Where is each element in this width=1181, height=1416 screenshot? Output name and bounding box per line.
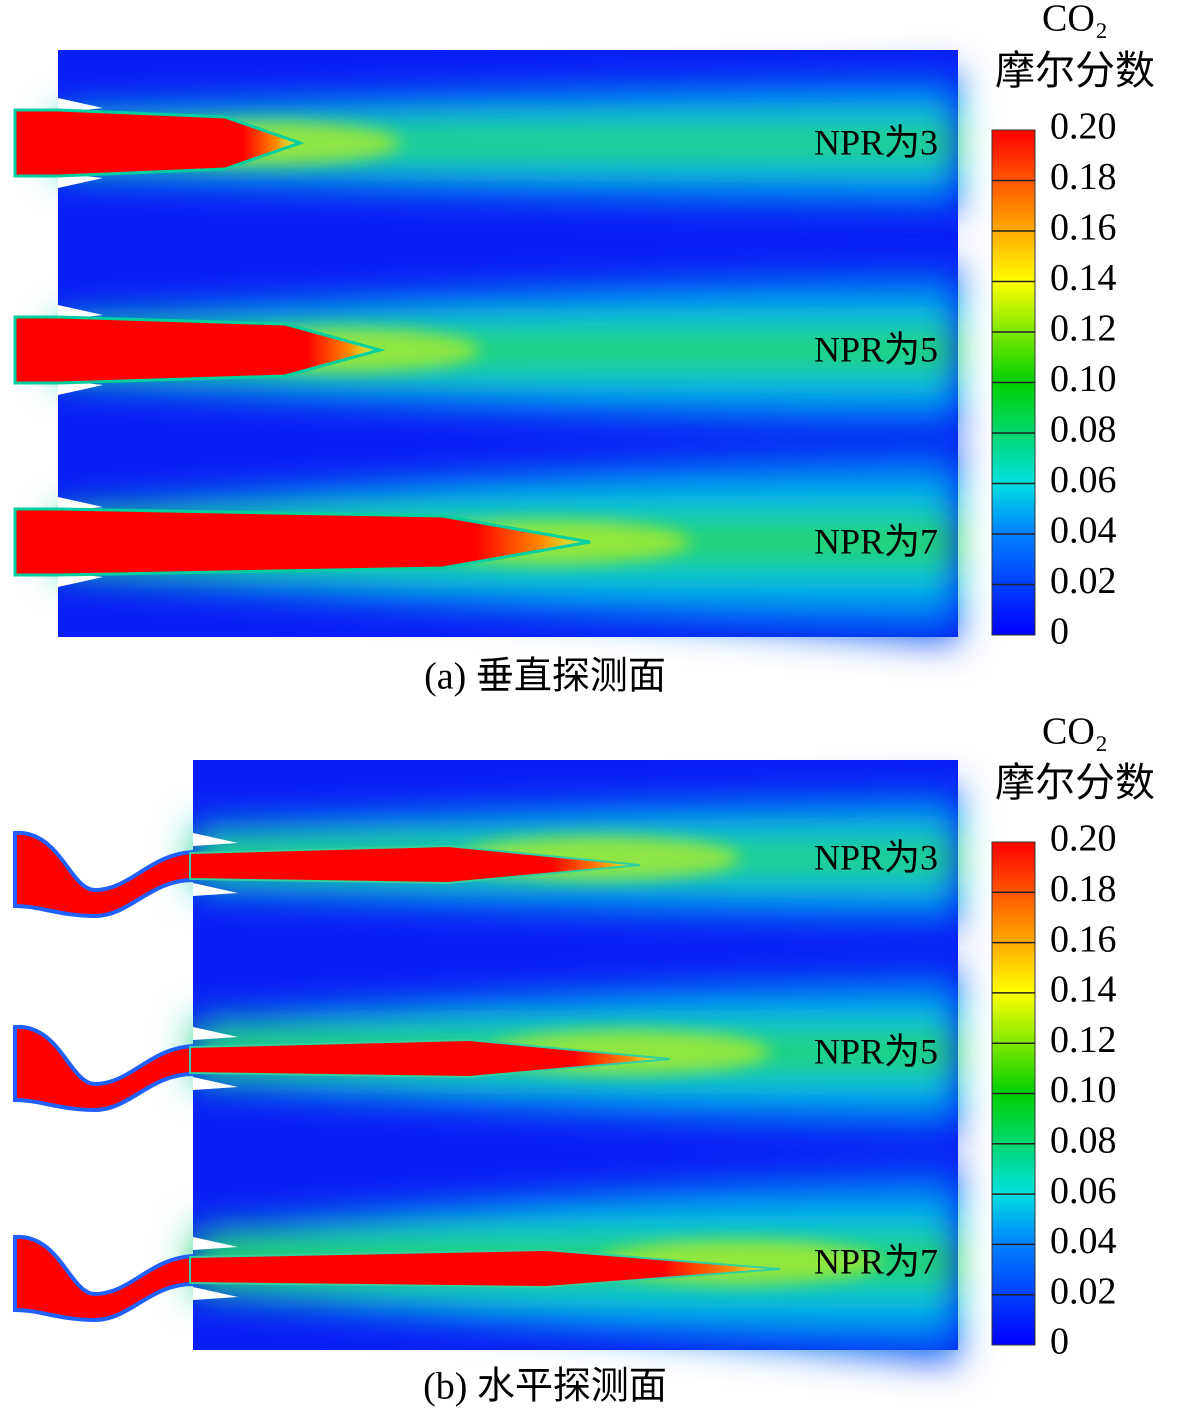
colorbar-tick-label: 0.02 [1050, 1270, 1117, 1312]
jet-core [189, 1038, 671, 1079]
jet-core [13, 507, 591, 577]
nozzle [13, 830, 195, 919]
colorbar-tick-label: 0.08 [1050, 1120, 1117, 1162]
jet-core [13, 315, 386, 385]
colorbar-tick-label: 0.06 [1050, 1170, 1117, 1212]
colorbar-tick-label: 0 [1050, 1321, 1069, 1363]
row-label: NPR为7 [814, 1241, 938, 1281]
row-label: NPR为5 [814, 329, 938, 369]
colorbar-tick-label: 0 [1050, 611, 1069, 653]
colorbar-tick-label: 0.20 [1050, 818, 1117, 860]
jet-core [13, 108, 305, 178]
colorbar-tick-label: 0.08 [1050, 409, 1117, 451]
colorbar-tick-label: 0.18 [1050, 868, 1117, 910]
colorbar-tick-label: 0.16 [1050, 207, 1117, 249]
notch [193, 1077, 238, 1090]
panel: NPR为3 NPR为5 NPR为7 0.20 0.18 0.16 0.14 0.12 0.10 0… [13, 711, 1155, 1408]
colorbar-tick-label: 0.14 [1050, 969, 1117, 1011]
colorbar-tick-label: 0.10 [1050, 358, 1117, 400]
caption: (a) 垂直探测面 [424, 656, 666, 698]
colorbar-subtitle: 摩尔分数 [995, 48, 1155, 93]
colorbar-title: CO₂ [1042, 711, 1108, 753]
plume [58, 265, 958, 435]
colorbar-tick-label: 0.10 [1050, 1069, 1117, 1111]
colorbar-tick-label: 0.20 [1050, 106, 1117, 148]
colorbar-tick-label: 0.12 [1050, 1019, 1117, 1061]
notch [193, 1027, 238, 1040]
notch [193, 883, 238, 896]
nozzle [13, 1024, 195, 1113]
nozzle [13, 1234, 195, 1323]
colorbar-title: CO₂ [1042, 0, 1108, 40]
notch [193, 1237, 238, 1250]
colorbar-tick-label: 0.18 [1050, 156, 1117, 198]
colorbar-tick-label: 0.14 [1050, 257, 1117, 299]
jet-core [189, 844, 641, 885]
colorbar-tick-label: 0.02 [1050, 560, 1117, 602]
row-label: NPR为7 [814, 521, 938, 561]
plume [58, 73, 958, 213]
jet-core [189, 1248, 781, 1289]
notch [193, 1287, 238, 1300]
row-label: NPR为5 [814, 1031, 938, 1071]
colorbar-subtitle: 摩尔分数 [995, 760, 1155, 805]
colorbar-tick-label: 0.12 [1050, 308, 1117, 350]
panel: NPR为3 NPR为5 NPR为7 0.20 0.18 0.16 0.14 0.12 0.10 0… [13, 0, 1155, 698]
notch [193, 833, 238, 846]
row-label: NPR为3 [814, 837, 938, 877]
row-label: NPR为3 [814, 122, 938, 162]
colorbar-tick-label: 0.04 [1050, 1220, 1117, 1262]
caption: (b) 水平探测面 [423, 1366, 667, 1408]
colorbar-tick-label: 0.06 [1050, 459, 1117, 501]
colorbar-tick-label: 0.16 [1050, 918, 1117, 960]
colorbar-tick-label: 0.04 [1050, 510, 1117, 552]
